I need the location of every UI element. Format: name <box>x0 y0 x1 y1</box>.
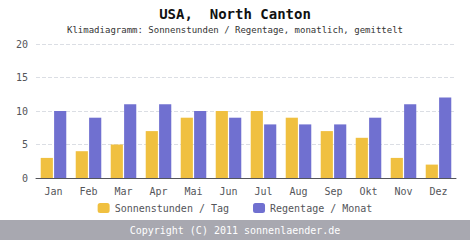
svg-text:Sonnenstunden / Tag: Sonnenstunden / Tag <box>115 203 229 214</box>
svg-text:Klimadiagramm: Sonnenstunden /: Klimadiagramm: Sonnenstunden / Regentage… <box>67 25 403 35</box>
svg-text:20: 20 <box>16 39 28 50</box>
svg-text:USA, North Canton: USA, North Canton <box>159 6 311 22</box>
svg-text:Feb: Feb <box>79 186 97 197</box>
svg-text:Aug: Aug <box>289 186 307 197</box>
svg-text:Apr: Apr <box>149 186 167 197</box>
svg-text:0: 0 <box>22 173 28 184</box>
svg-text:Sep: Sep <box>324 186 342 197</box>
svg-text:15: 15 <box>16 72 28 83</box>
svg-text:Dez: Dez <box>429 186 447 197</box>
svg-text:Jan: Jan <box>44 186 62 197</box>
svg-text:Nov: Nov <box>394 186 412 197</box>
svg-text:Mai: Mai <box>184 186 202 197</box>
svg-text:Regentage / Monat: Regentage / Monat <box>270 203 372 214</box>
svg-text:Jul: Jul <box>254 186 272 197</box>
svg-text:Okt: Okt <box>359 186 377 197</box>
svg-text:Mar: Mar <box>114 186 132 197</box>
svg-text:Jun: Jun <box>219 186 237 197</box>
svg-text:5: 5 <box>22 139 28 150</box>
svg-text:10: 10 <box>16 106 28 117</box>
svg-text:Copyright (C) 2011 sonnenlaend: Copyright (C) 2011 sonnenlaender.de <box>130 225 341 236</box>
